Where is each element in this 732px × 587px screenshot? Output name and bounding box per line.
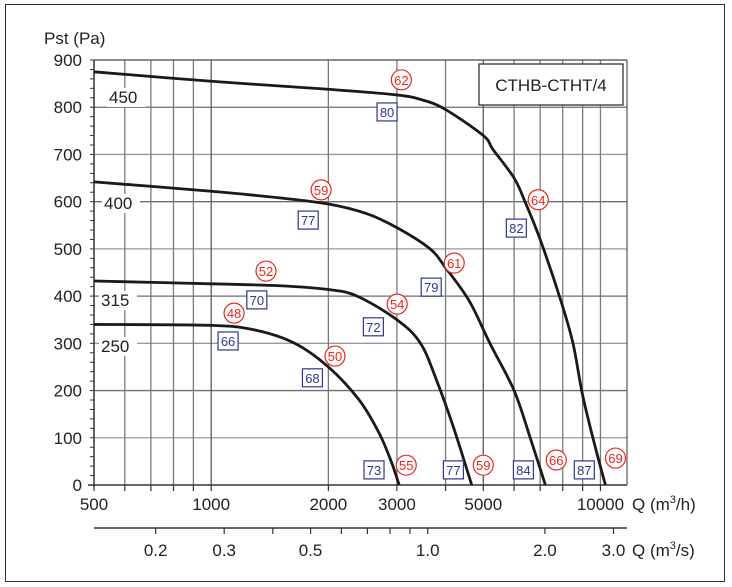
sound-power-circle-marker: [324, 345, 346, 367]
curve-label-bg: [102, 194, 140, 213]
x-axis-title: Q (m3/h): [632, 494, 696, 514]
sound-power-value: 50: [328, 349, 342, 364]
x2-axis-title: Q (m3/s): [632, 540, 695, 560]
sound-level-box-marker: [512, 460, 535, 480]
sound-power-circle-marker: [472, 454, 494, 476]
sound-power-circle-marker: [390, 69, 412, 91]
sound-level-value: 79: [424, 280, 438, 295]
y-axis-title: Pst (Pa): [44, 29, 105, 48]
x2-tick-label: 1.0: [416, 541, 440, 560]
sound-level-box-marker: [442, 460, 464, 480]
chart-frame: [5, 4, 725, 582]
curve-label-bg: [107, 88, 145, 107]
y-tick-label: 100: [54, 429, 82, 448]
x-tick-label: 10000: [577, 495, 624, 514]
sound-power-value: 59: [476, 458, 490, 473]
sound-power-circle-marker: [545, 449, 567, 471]
sound-level-value: 87: [577, 463, 591, 478]
curve-label: 250: [101, 337, 129, 356]
sound-level-box-marker: [217, 331, 239, 351]
y-tick-label: 700: [54, 145, 82, 164]
sound-level-value: 77: [446, 463, 460, 478]
sound-level-value: 82: [509, 221, 523, 236]
y-tick-label: 200: [54, 382, 82, 401]
sound-power-circle-marker: [527, 189, 549, 211]
x2-tick-label: 0.3: [212, 541, 236, 560]
sound-power-value: 52: [259, 264, 273, 279]
x-tick-label: 3000: [378, 495, 416, 514]
sound-power-circle-marker: [443, 252, 465, 274]
x-tick-label: 500: [80, 495, 108, 514]
sound-level-value: 66: [221, 334, 235, 349]
x2-tick-label: 3.0: [602, 541, 626, 560]
x2-axis-title-part: 3: [670, 540, 676, 552]
sound-level-box-marker: [376, 102, 398, 122]
sound-level-value: 73: [367, 463, 381, 478]
sound-level-box-marker: [573, 460, 595, 480]
x-axis-title-part: Q (m: [632, 495, 670, 514]
sound-power-value: 59: [314, 183, 328, 198]
sound-power-circle-marker: [223, 302, 245, 324]
y-tick-label: 0: [73, 476, 82, 495]
sound-power-circle-marker: [310, 179, 332, 201]
x-tick-label: 2000: [309, 495, 347, 514]
x2-axis-title-part: Q (m: [632, 541, 670, 560]
curve-label: 400: [104, 194, 132, 213]
x2-tick-label: 0.2: [144, 541, 168, 560]
sound-level-value: 77: [301, 213, 315, 228]
sound-power-value: 55: [399, 458, 413, 473]
sound-level-box-marker: [301, 368, 324, 388]
sound-power-circle-marker: [395, 454, 417, 476]
sound-power-value: 66: [549, 453, 563, 468]
curve-label: 315: [101, 291, 129, 310]
sound-power-value: 62: [394, 73, 408, 88]
sound-power-value: 69: [608, 451, 622, 466]
performance-curve-400: [93, 180, 547, 486]
curve-label-bg: [99, 291, 137, 310]
y-tick-label: 900: [54, 51, 82, 70]
chart-title: CTHB-CTHT/4: [495, 76, 606, 95]
sound-power-circle-marker: [255, 260, 277, 282]
sound-level-value: 84: [516, 463, 530, 478]
sound-power-value: 48: [227, 306, 241, 321]
x2-axis-title-part: /s): [676, 541, 695, 560]
y-tick-label: 600: [54, 193, 82, 212]
y-tick-label: 800: [54, 98, 82, 117]
x2-tick-label: 0.5: [299, 541, 323, 560]
sound-level-value: 72: [366, 320, 380, 335]
x-axis-title-part: /h): [676, 495, 696, 514]
sound-power-value: 54: [390, 297, 404, 312]
x-axis-title-part: 3: [670, 494, 676, 506]
sound-power-circle-marker: [386, 293, 408, 315]
sound-level-box-marker: [362, 317, 384, 337]
x-tick-label: 1000: [192, 495, 230, 514]
chart-title-box: [478, 63, 624, 106]
sound-level-box-marker: [363, 460, 385, 480]
sound-power-value: 61: [447, 256, 461, 271]
sound-level-box-marker: [246, 290, 268, 310]
sound-level-box-marker: [297, 210, 319, 230]
y-tick-label: 300: [54, 334, 82, 353]
x-tick-label: 5000: [464, 495, 502, 514]
sound-level-value: 80: [380, 105, 394, 120]
sound-power-value: 64: [531, 193, 545, 208]
curve-label-bg: [99, 337, 137, 356]
x2-tick-label: 2.0: [533, 541, 557, 560]
y-tick-label: 500: [54, 240, 82, 259]
sound-level-value: 68: [305, 371, 319, 386]
sound-power-circle-marker: [604, 447, 627, 469]
performance-curve-250: [93, 323, 401, 486]
sound-level-value: 70: [250, 293, 264, 308]
y-tick-label: 400: [54, 287, 82, 306]
performance-curve-450: [93, 70, 607, 486]
curve-label: 450: [109, 88, 137, 107]
sound-level-box-marker: [505, 218, 527, 238]
performance-curve-315: [93, 279, 474, 486]
sound-level-box-marker: [420, 277, 442, 297]
